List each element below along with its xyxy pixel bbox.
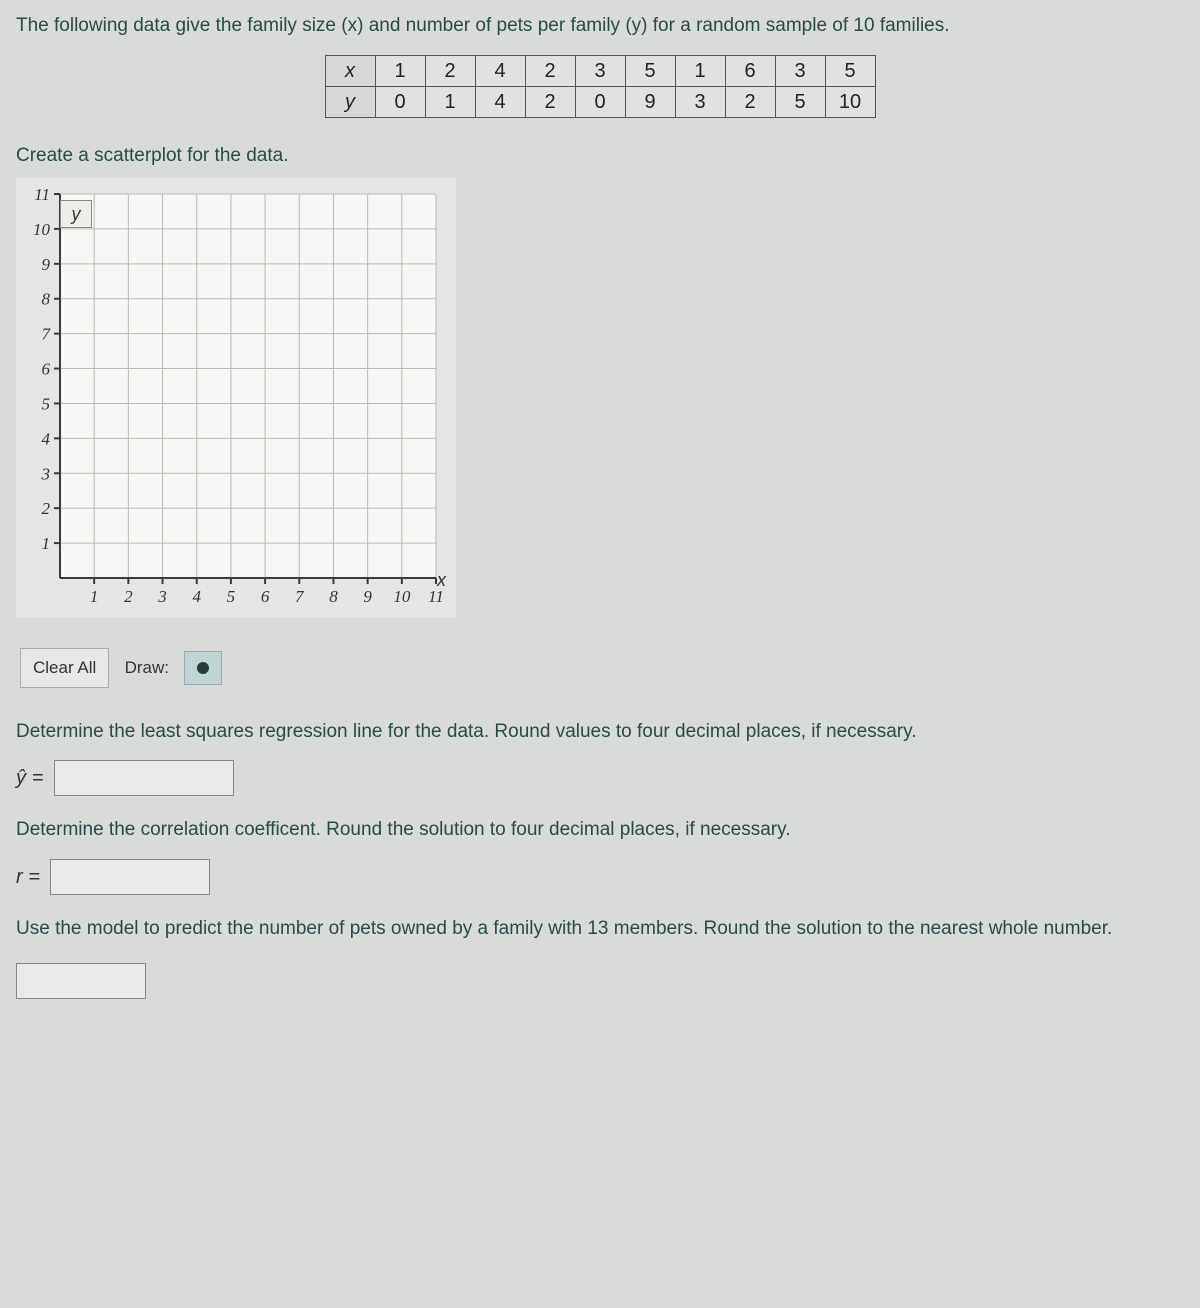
data-table-container: x 1 2 4 2 3 5 1 6 3 5 y 0 1 4 2 0 9 3 2 … [16,55,1184,118]
cell: 6 [725,55,775,86]
svg-text:9: 9 [42,255,51,274]
y-axis-label: y [60,200,92,228]
svg-text:1: 1 [42,534,51,553]
svg-text:6: 6 [42,360,51,379]
cell: 9 [625,86,675,117]
corr-prompt: Determine the correlation coefficent. Ro… [16,816,1184,845]
predict-input[interactable] [16,963,146,999]
x-axis-label: x [437,567,446,594]
draw-label: Draw: [115,649,179,687]
cell: 4 [475,55,525,86]
r-input[interactable] [50,859,210,895]
svg-text:8: 8 [42,290,51,309]
svg-text:10: 10 [393,587,411,606]
svg-text:8: 8 [329,587,338,606]
svg-text:7: 7 [295,587,305,606]
svg-text:3: 3 [157,587,167,606]
cell: 10 [825,86,875,117]
cell: 1 [675,55,725,86]
svg-text:2: 2 [124,587,133,606]
svg-text:9: 9 [363,587,372,606]
intro-text: The following data give the family size … [16,12,1184,41]
yhat-equation-row: ŷ = [16,760,1184,796]
row-header-y: y [325,86,375,117]
cell: 5 [625,55,675,86]
yhat-variable: ŷ [16,763,26,793]
cell: 3 [775,55,825,86]
lsrl-prompt: Determine the least squares regression l… [16,718,1184,747]
cell: 4 [475,86,525,117]
table-row-y: y 0 1 4 2 0 9 3 2 5 10 [325,86,875,117]
yhat-input[interactable] [54,760,234,796]
svg-text:3: 3 [41,464,51,483]
predict-prompt: Use the model to predict the number of p… [16,915,1184,944]
scatterplot-svg[interactable]: 12345678910111234567891011 [16,178,456,618]
cell: 1 [425,86,475,117]
svg-text:11: 11 [34,185,50,204]
cell: 1 [375,55,425,86]
equals-sign: = [32,763,44,793]
cell: 0 [375,86,425,117]
svg-text:4: 4 [192,587,201,606]
table-row-x: x 1 2 4 2 3 5 1 6 3 5 [325,55,875,86]
svg-text:6: 6 [261,587,270,606]
cell: 2 [425,55,475,86]
cell: 2 [525,55,575,86]
svg-text:4: 4 [42,429,51,448]
cell: 3 [575,55,625,86]
svg-text:1: 1 [90,587,99,606]
equals-sign: = [29,862,41,892]
svg-text:5: 5 [42,394,51,413]
cell: 0 [575,86,625,117]
svg-text:7: 7 [42,325,52,344]
cell: 5 [825,55,875,86]
draw-toolbar: Clear All Draw: [20,648,1184,688]
scatter-prompt: Create a scatterplot for the data. [16,142,1184,171]
cell: 2 [525,86,575,117]
scatterplot-canvas[interactable]: 12345678910111234567891011 y x [16,178,476,638]
svg-text:10: 10 [33,220,51,239]
r-equation-row: r = [16,859,1184,895]
point-tool-button[interactable] [184,651,222,685]
r-variable: r [16,862,23,892]
svg-text:5: 5 [227,587,236,606]
svg-text:2: 2 [42,499,51,518]
cell: 5 [775,86,825,117]
data-table: x 1 2 4 2 3 5 1 6 3 5 y 0 1 4 2 0 9 3 2 … [325,55,876,118]
row-header-x: x [325,55,375,86]
clear-all-button[interactable]: Clear All [20,648,109,688]
cell: 2 [725,86,775,117]
cell: 3 [675,86,725,117]
